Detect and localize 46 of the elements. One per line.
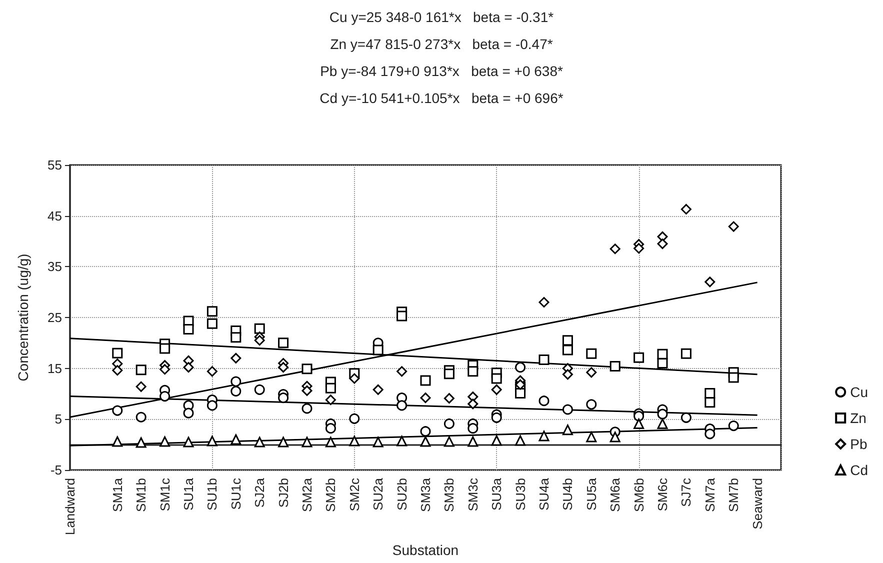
- x-tick-label: SU4a: [536, 477, 552, 511]
- legend-label: Pb: [850, 436, 868, 452]
- legend-label: Cd: [850, 462, 868, 478]
- x-tick-label: SM3c: [465, 478, 480, 512]
- x-tick-label: SM7a: [702, 477, 718, 512]
- x-tick-label: SM6a: [608, 477, 623, 512]
- legend-label: Cu: [850, 384, 868, 400]
- x-tick-label: SU2b: [394, 478, 410, 511]
- x-tick-label: SM6b: [631, 478, 646, 512]
- x-tick-label: SM3b: [442, 478, 457, 512]
- y-tick-label: 35: [48, 259, 62, 274]
- x-tick-label: SM1c: [157, 478, 172, 512]
- x-tick-label: SU3b: [512, 478, 528, 511]
- y-tick-label: 5: [54, 412, 62, 427]
- x-tick-label: SU5a: [584, 477, 599, 511]
- y-axis-title: Concentration (ug/g): [15, 254, 31, 382]
- x-tick-label: SJ7c: [678, 478, 694, 507]
- x-tick-label: SU2a: [370, 477, 386, 511]
- x-axis-title: Substation: [392, 542, 459, 558]
- legend-label: Zn: [850, 410, 866, 426]
- x-tick-label: SU4b: [560, 478, 576, 511]
- x-tick-label: SU3a: [489, 477, 504, 511]
- x-tick-label: Seaward: [750, 478, 765, 530]
- text: Cu y=25 348-0 161*x beta = -0.31*: [329, 9, 554, 25]
- x-tick-label: SM1a: [110, 477, 125, 512]
- x-tick-label: SU1c: [228, 478, 244, 510]
- x-tick-label: SJ2a: [252, 477, 268, 508]
- text: Cd y=-10 541+0.105*x beta = +0 696*: [320, 90, 564, 106]
- x-tick-label: Landward: [62, 478, 78, 536]
- text: Zn y=47 815-0 273*x beta = -0.47*: [330, 36, 554, 52]
- x-tick-label: SM2a: [300, 477, 314, 512]
- x-tick-label: SM7b: [726, 478, 742, 512]
- x-tick-label: SM1b: [134, 478, 149, 512]
- text: Pb y=-84 179+0 913*x beta = +0 638*: [320, 63, 564, 79]
- x-tick-label: SM3a: [418, 477, 433, 512]
- y-tick-label: 45: [48, 208, 62, 224]
- y-tick-label: -5: [50, 462, 62, 478]
- x-tick-label: SJ2b: [276, 478, 291, 508]
- y-tick-label: 15: [48, 360, 62, 376]
- y-tick-label: 25: [48, 310, 62, 325]
- x-tick-label: SU1a: [181, 477, 196, 511]
- y-tick-label: 55: [48, 158, 62, 172]
- x-tick-label: SM2b: [323, 478, 338, 512]
- x-tick-label: SM6c: [655, 478, 670, 512]
- x-tick-label: SU1b: [204, 478, 220, 511]
- x-tick-label: SM2c: [346, 478, 362, 512]
